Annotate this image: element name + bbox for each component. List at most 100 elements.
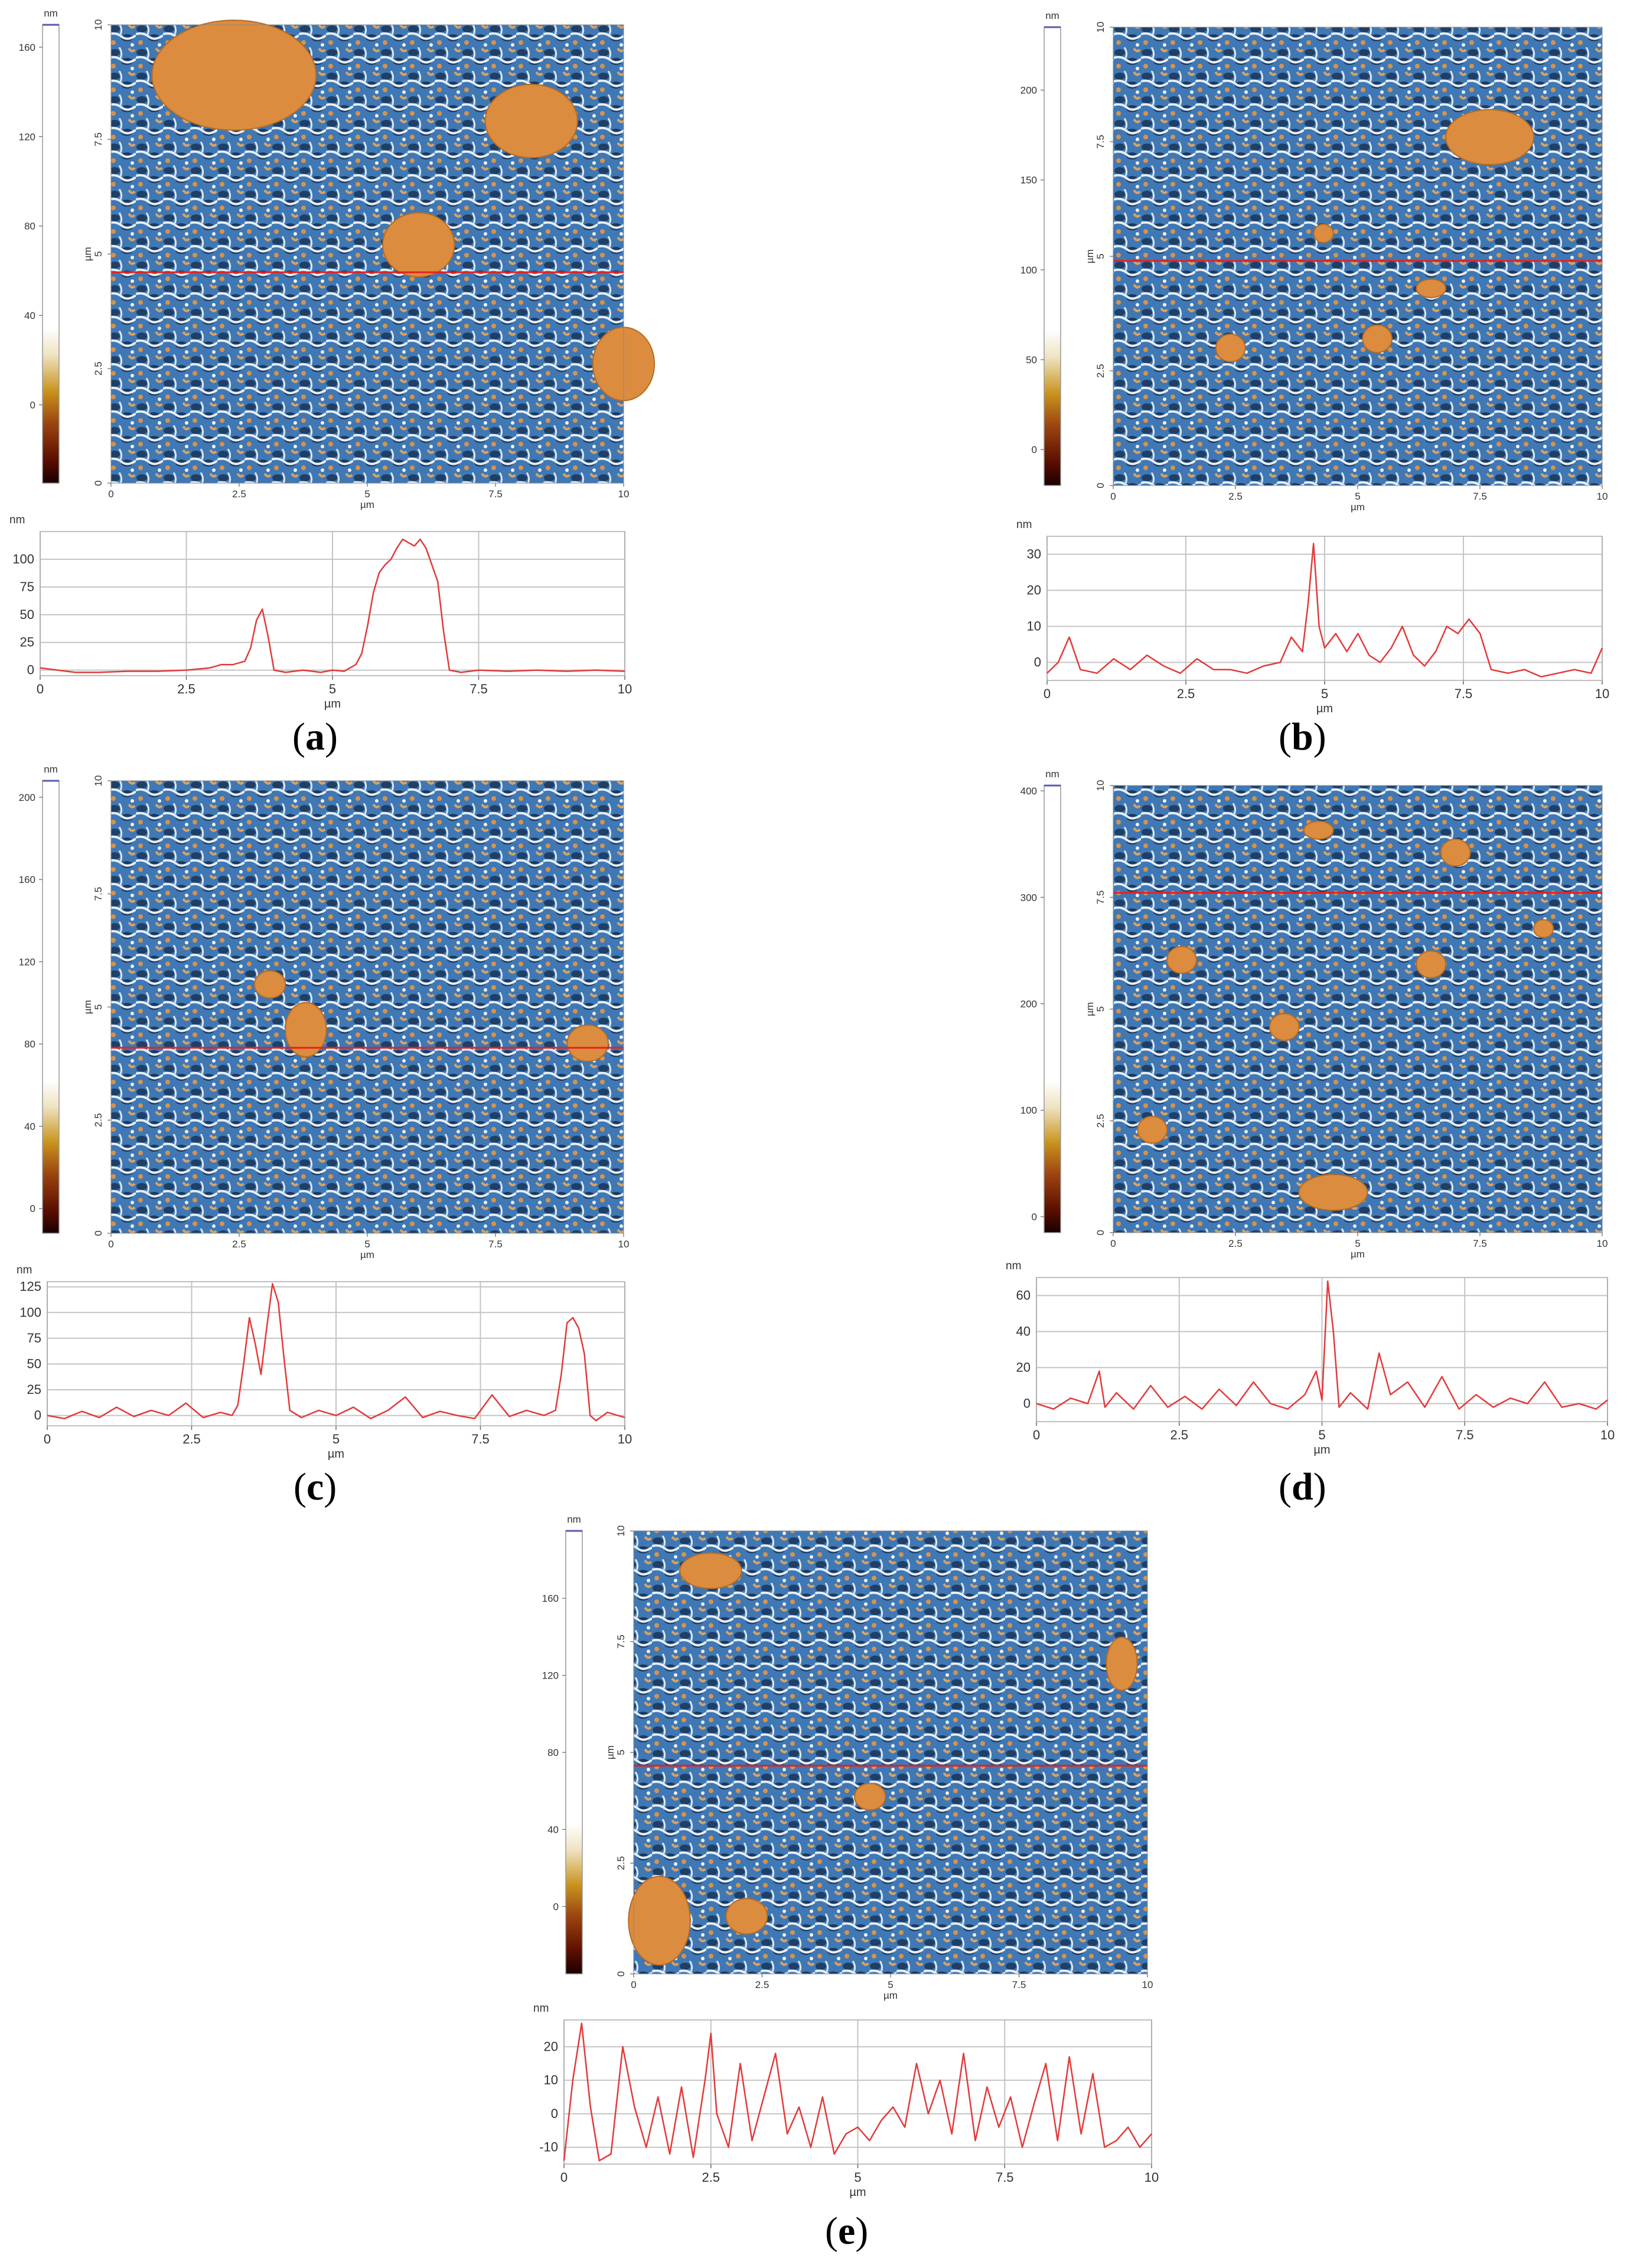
colorbar-tick-label: 80 [547, 1747, 559, 1758]
profile-y-unit-label: nm [1016, 519, 1032, 531]
afm-particle [1166, 946, 1197, 974]
image-y-tick-label: 2.5 [1095, 364, 1106, 378]
profile-y-unit-label: nm [533, 2002, 549, 2015]
image-x-tick-label: 0 [1110, 491, 1116, 502]
image-x-tick-label: 10 [618, 488, 630, 500]
image-x-tick-label: 7.5 [1473, 1238, 1487, 1249]
image-y-tick-label: 5 [93, 251, 104, 256]
image-y-tick-label: 0 [93, 480, 104, 485]
afm-particle [1298, 1174, 1368, 1211]
image-x-tick-label: 5 [888, 1979, 893, 1990]
image-x-tick-label: 5 [1355, 1238, 1360, 1249]
profile-y-tick-label: 100 [19, 1305, 41, 1319]
profile-x-tick-label: 0 [1033, 1428, 1040, 1442]
afm-image-d: 0 2.5 5 7.5 10 µm 0 2.5 5 7.5 10 µm [1084, 780, 1608, 1260]
afm-particle [1106, 1637, 1138, 1691]
afm-image-e: 0 2.5 5 7.5 10 µm 0 2.5 5 7.5 10 µm [605, 1526, 1153, 2001]
afm-particle [1440, 838, 1471, 867]
profile-x-unit-label: µm [849, 2186, 866, 2199]
colorbar-gradient [42, 780, 60, 1234]
afm-particle [679, 1552, 742, 1589]
afm-particle [484, 83, 578, 159]
colorbar-unit-label: nm [1045, 10, 1059, 21]
colorbar-tick-label: 160 [542, 1593, 559, 1604]
profile-y-tick-label: 60 [1016, 1288, 1031, 1303]
colorbar-unit-label: nm [1045, 768, 1059, 780]
profile-x-tick-label: 5 [332, 1432, 340, 1446]
colorbar-tick-label: 40 [547, 1824, 559, 1835]
image-x-unit-label: µm [1351, 501, 1365, 513]
profile-x-tick-label: 0 [1044, 686, 1051, 701]
image-y-unit-label: µm [82, 1000, 93, 1014]
colorbar-tick-label: 160 [19, 42, 35, 53]
image-y-tick-label: 10 [1095, 780, 1106, 791]
colorbar-tick-label: 100 [1020, 1105, 1037, 1116]
colorbar-tick-label: 200 [19, 792, 35, 803]
afm-particle [628, 1876, 691, 1966]
afm-particle [1416, 278, 1447, 298]
image-y-unit-label: µm [1084, 249, 1095, 263]
profile-x-tick-label: 7.5 [469, 682, 488, 696]
image-x-tick-label: 7.5 [1012, 1979, 1026, 1990]
image-x-tick-label: 10 [1597, 1238, 1608, 1249]
image-y-tick-label: 10 [1095, 22, 1106, 33]
profile-x-tick-label: 2.5 [702, 2170, 720, 2185]
colorbar-tick-label: 160 [19, 874, 35, 885]
profile-chart-a: nm 0 25 50 75 100 0 2.5 5 7.5 10 µm [9, 514, 632, 711]
profile-y-tick-label: 40 [1016, 1324, 1031, 1339]
image-x-unit-label: µm [360, 499, 374, 510]
colorbar-tick-label: 50 [1026, 354, 1037, 366]
afm-image-c: 0 2.5 5 7.5 10 µm 0 2.5 5 7.5 10 µm [82, 775, 629, 1260]
profile-y-tick-label: 30 [1027, 547, 1041, 562]
profile-x-tick-label: 5 [1321, 686, 1328, 701]
profile-y-tick-label: -10 [539, 2140, 558, 2155]
image-x-tick-label: 5 [364, 488, 370, 500]
profile-frame [1036, 1277, 1608, 1422]
image-y-tick-label: 0 [1095, 483, 1106, 488]
image-y-tick-label: 7.5 [93, 887, 104, 901]
image-x-tick-label: 10 [1597, 491, 1608, 502]
image-y-tick-label: 7.5 [1095, 135, 1106, 149]
colorbar-tick-label: 100 [1020, 265, 1037, 276]
profile-y-tick-label: 10 [544, 2073, 558, 2087]
profile-frame [40, 531, 625, 676]
image-x-tick-label: 2.5 [755, 1979, 770, 1990]
profile-y-tick-label: 20 [1027, 583, 1041, 598]
image-y-tick-label: 7.5 [615, 1635, 627, 1649]
image-x-tick-label: 2.5 [232, 488, 246, 500]
image-y-tick-label: 7.5 [1095, 890, 1106, 904]
afm-particle [1215, 333, 1246, 363]
colorbar-e: nm 0 40 80 120 160 [542, 1514, 583, 1974]
profile-x-tick-label: 10 [1595, 686, 1609, 701]
afm-particle [151, 19, 317, 131]
afm-particle [566, 1024, 609, 1062]
profile-y-tick-label: 75 [20, 579, 34, 594]
profile-series-line [1046, 542, 1603, 678]
image-y-tick-label: 7.5 [93, 132, 104, 146]
colorbar-b: nm 0 50 100 150 200 [1020, 10, 1061, 486]
image-x-tick-label: 0 [1110, 1238, 1116, 1249]
profile-chart-d: nm 0 20 40 60 0 2.5 5 7.5 10 µm [1006, 1260, 1615, 1456]
profile-series-line [1036, 1280, 1608, 1410]
afm-particle [1303, 820, 1334, 840]
afm-particle [725, 1898, 768, 1935]
image-x-tick-label: 5 [364, 1239, 370, 1250]
colorbar-tick-label: 120 [542, 1670, 559, 1682]
image-y-tick-label: 5 [1095, 253, 1106, 259]
profile-x-tick-label: 5 [1318, 1428, 1325, 1442]
afm-texture [1113, 27, 1602, 485]
profile-x-tick-label: 2.5 [182, 1432, 201, 1446]
profile-series-line [47, 1283, 625, 1422]
profile-x-tick-label: 7.5 [471, 1432, 490, 1446]
profile-y-tick-label: 125 [19, 1279, 41, 1294]
profile-series-line [563, 2022, 1152, 2162]
colorbar-tick-label: 200 [1020, 85, 1037, 96]
profile-y-tick-label: 75 [27, 1331, 41, 1345]
afm-particle [285, 1002, 327, 1058]
image-y-unit-label: µm [605, 1745, 616, 1759]
image-x-tick-label: 10 [1142, 1979, 1153, 1990]
colorbar-unit-label: nm [44, 764, 58, 775]
image-x-unit-label: µm [883, 1990, 898, 2001]
profile-y-unit-label: nm [17, 1264, 32, 1276]
colorbar-gradient [42, 24, 60, 484]
